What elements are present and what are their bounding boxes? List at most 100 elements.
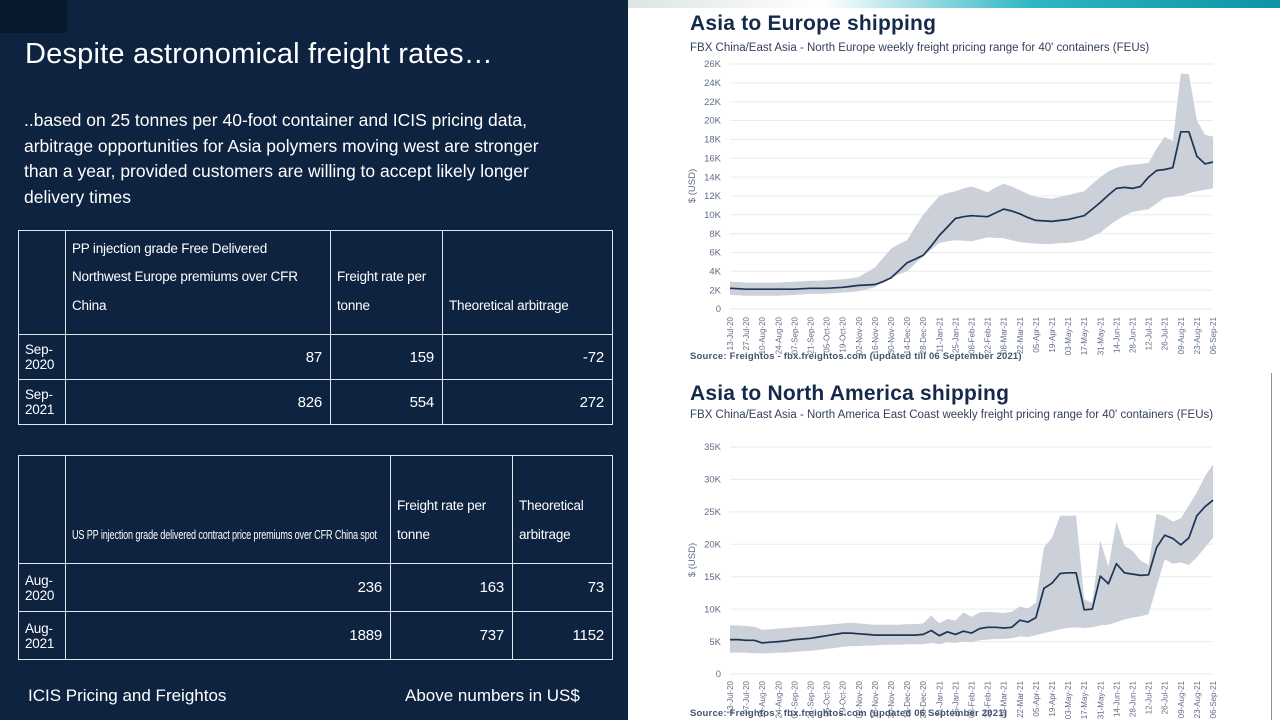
north-america-chart-subtitle: FBX China/East Asia - North America East… (690, 409, 1214, 421)
svg-text:14-Dec-20: 14-Dec-20 (903, 316, 912, 354)
table-header-cell (18, 455, 66, 564)
svg-text:21-Sep-20: 21-Sep-20 (807, 680, 816, 718)
europe-chart-title: Asia to Europe shipping (690, 12, 937, 35)
svg-text:13-Jul-20: 13-Jul-20 (726, 680, 735, 714)
table-header-cell: US PP injection grade delivered contract… (65, 455, 391, 564)
svg-text:14-Dec-20: 14-Dec-20 (903, 680, 912, 718)
svg-text:10-Aug-20: 10-Aug-20 (758, 316, 767, 354)
svg-text:2K: 2K (709, 285, 721, 296)
svg-text:19-Apr-21: 19-Apr-21 (1048, 680, 1057, 716)
y-axis-title: $ (USD) (687, 169, 698, 203)
svg-text:03-May-21: 03-May-21 (1064, 316, 1073, 355)
svg-text:25K: 25K (704, 507, 722, 518)
svg-text:05-Apr-21: 05-Apr-21 (1032, 316, 1041, 352)
svg-text:22-Feb-21: 22-Feb-21 (984, 316, 993, 353)
svg-text:25-Jan-21: 25-Jan-21 (951, 316, 960, 353)
y-axis-tick-labels: 0 2K 4K 6K 8K 10K 12K 14K 16K 18K 20K 22K 24K 26K (704, 59, 722, 315)
table-header-cell: Freight rate per tonne (330, 229, 443, 336)
table-row-label: Sep-2021 (18, 379, 66, 426)
table-value-cell: 1152 (512, 611, 613, 660)
svg-text:20K: 20K (704, 539, 722, 550)
svg-text:30K: 30K (704, 475, 722, 486)
svg-text:21-Sep-20: 21-Sep-20 (807, 316, 816, 354)
svg-text:14-Jun-21: 14-Jun-21 (1112, 316, 1121, 353)
x-axis-tick-labels: 13-Jul-20 27-Jul-20 10-Aug-20 24-Aug-20 07-S… (726, 680, 1218, 719)
y-axis-title: $ (USD) (687, 543, 698, 577)
svg-text:16K: 16K (704, 153, 722, 164)
svg-text:30-Nov-20: 30-Nov-20 (887, 680, 896, 718)
price-line (729, 130, 1214, 291)
svg-text:23-Aug-21: 23-Aug-21 (1193, 316, 1202, 354)
svg-text:08-Feb-21: 08-Feb-21 (968, 680, 977, 717)
us-arbitrage-table: US PP injection grade delivered contract… (18, 455, 613, 660)
svg-text:08-Mar-21: 08-Mar-21 (1000, 316, 1009, 353)
teal-accent-strip (628, 0, 1280, 8)
slide-body-text: ..based on 25 tonnes per 40-foot contain… (24, 110, 539, 207)
table-value-cell: 1889 (65, 611, 391, 660)
north-america-chart-source: Source: Freightos - fbx.freightos.com (u… (690, 708, 1008, 719)
svg-text:16-Nov-20: 16-Nov-20 (871, 316, 880, 354)
svg-text:27-Jul-20: 27-Jul-20 (742, 680, 751, 714)
svg-text:10K: 10K (704, 604, 722, 615)
svg-text:07-Sep-20: 07-Sep-20 (790, 316, 799, 354)
svg-text:24-Aug-20: 24-Aug-20 (774, 316, 783, 354)
svg-text:10K: 10K (704, 210, 722, 221)
svg-text:06-Sep-21: 06-Sep-21 (1209, 680, 1218, 718)
svg-text:26-Jul-21: 26-Jul-21 (1161, 680, 1170, 714)
table-value-cell: -72 (442, 334, 613, 381)
svg-text:26K: 26K (704, 59, 722, 70)
table-row: Aug-2021 1889 737 1152 (18, 611, 613, 660)
svg-text:12-Jul-21: 12-Jul-21 (1145, 316, 1154, 350)
x-axis-tick-labels: 13-Jul-20 27-Jul-20 10-Aug-20 24-Aug-20 07-S… (726, 316, 1218, 355)
table-row-label: Aug-2021 (18, 611, 66, 660)
svg-text:28-Dec-20: 28-Dec-20 (919, 316, 928, 354)
svg-text:27-Jul-20: 27-Jul-20 (742, 316, 751, 350)
svg-text:05-Apr-21: 05-Apr-21 (1032, 680, 1041, 716)
left-panel: Despite astronomical freight rates… ..ba… (0, 0, 628, 720)
svg-text:31-May-21: 31-May-21 (1096, 316, 1105, 355)
table-row: Aug-2020 236 163 73 (18, 563, 613, 612)
y-axis-tick-labels: 0 5K 10K 15K 20K 25K 30K 35K (704, 442, 722, 680)
corner-accent-rect (0, 0, 67, 33)
svg-text:11-Jan-21: 11-Jan-21 (935, 680, 944, 716)
svg-text:17-May-21: 17-May-21 (1080, 680, 1089, 719)
price-line (730, 499, 1214, 644)
table-header-cell: PP injection grade Free Delivered Northw… (65, 229, 331, 336)
table-value-cell: 87 (65, 334, 331, 381)
svg-text:28-Jun-21: 28-Jun-21 (1129, 316, 1138, 353)
europe-chart-plot: 0 2K 4K 6K 8K 10K 12K 14K 16K 18K 20K 22K 24K 26K 13-J… (687, 59, 1218, 355)
table-header-cell: Freight rate per tonne (390, 455, 513, 564)
svg-text:19-Oct-20: 19-Oct-20 (839, 316, 848, 352)
svg-text:09-Aug-21: 09-Aug-21 (1177, 316, 1186, 354)
svg-text:05-Oct-20: 05-Oct-20 (823, 680, 832, 716)
svg-text:11-Jan-21: 11-Jan-21 (935, 316, 944, 352)
svg-text:16-Nov-20: 16-Nov-20 (871, 680, 880, 718)
svg-text:0: 0 (716, 304, 721, 315)
table-value-cell: 163 (390, 563, 513, 612)
svg-text:22-Mar-21: 22-Mar-21 (1016, 316, 1025, 353)
svg-text:24K: 24K (704, 78, 722, 89)
svg-text:28-Jun-21: 28-Jun-21 (1129, 680, 1138, 717)
svg-text:30-Nov-20: 30-Nov-20 (887, 316, 896, 354)
table-header-cell: Theoretical arbitrage (442, 229, 613, 336)
svg-text:26-Jul-21: 26-Jul-21 (1161, 316, 1170, 350)
svg-text:31-May-21: 31-May-21 (1096, 680, 1105, 719)
svg-text:14K: 14K (704, 172, 722, 183)
svg-text:22K: 22K (704, 97, 722, 108)
svg-text:10-Aug-20: 10-Aug-20 (758, 680, 767, 718)
svg-text:35K: 35K (704, 442, 722, 453)
svg-text:12-Jul-21: 12-Jul-21 (1145, 680, 1154, 714)
svg-text:0: 0 (716, 669, 721, 680)
slide-title: Despite astronomical freight rates… (25, 38, 493, 70)
price-range-band (730, 464, 1213, 654)
svg-text:13-Jul-20: 13-Jul-20 (726, 316, 735, 350)
svg-text:5K: 5K (709, 637, 721, 648)
svg-text:18K: 18K (704, 135, 722, 146)
svg-text:05-Oct-20: 05-Oct-20 (823, 316, 832, 352)
svg-text:03-May-21: 03-May-21 (1064, 680, 1073, 719)
table-value-cell: 737 (390, 611, 513, 660)
svg-text:24-Aug-20: 24-Aug-20 (774, 680, 783, 718)
svg-text:14-Jun-21: 14-Jun-21 (1112, 680, 1121, 717)
